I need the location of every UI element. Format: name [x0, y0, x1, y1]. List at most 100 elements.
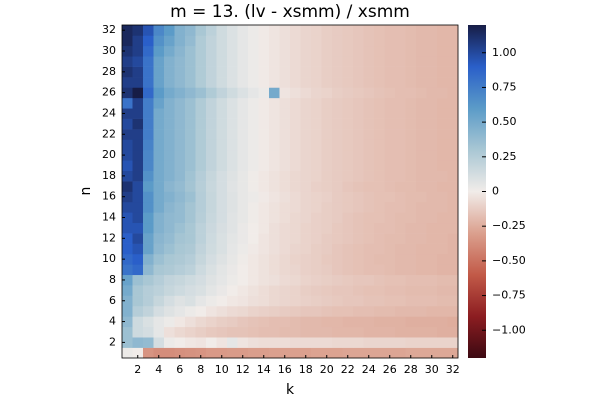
heatmap-cell [437, 201, 448, 213]
heatmap-cell [332, 326, 343, 338]
heatmap-cell [195, 274, 207, 286]
heatmap-cell [206, 253, 217, 265]
colorbar-tick-label: 0.25 [492, 150, 517, 163]
heatmap-cell [153, 97, 165, 109]
heatmap-cell [153, 87, 165, 99]
heatmap-cell [279, 295, 291, 307]
heatmap-cell [447, 274, 459, 286]
heatmap-cell [395, 77, 406, 88]
heatmap-cell [395, 243, 406, 255]
heatmap-cell [416, 295, 427, 307]
heatmap-cell [279, 212, 291, 224]
heatmap-cell [206, 274, 217, 286]
heatmap-cell [269, 25, 280, 36]
heatmap-cell [132, 191, 144, 203]
heatmap-cell [311, 305, 322, 317]
heatmap-cell [311, 295, 322, 307]
heatmap-cell [206, 212, 217, 224]
heatmap-cell [164, 191, 175, 203]
heatmap-cell [384, 243, 396, 255]
heatmap-cell [216, 337, 228, 348]
heatmap-cell [164, 66, 175, 78]
heatmap-cell [237, 25, 249, 36]
heatmap-cell [437, 181, 448, 192]
heatmap-cell [416, 264, 427, 276]
heatmap-cell [248, 35, 259, 47]
heatmap-cell [237, 129, 249, 140]
heatmap-cell [269, 285, 280, 296]
heatmap-cell [206, 108, 217, 119]
heatmap-cell [321, 129, 333, 140]
heatmap-cell [195, 181, 207, 192]
heatmap-cell [185, 149, 196, 161]
x-tick-label: 32 [446, 363, 460, 376]
heatmap-cell [395, 35, 406, 47]
heatmap-cell [185, 77, 196, 88]
heatmap-cell [321, 66, 333, 78]
heatmap-cell [363, 274, 375, 286]
heatmap-cell [227, 274, 238, 286]
heatmap-cell [153, 149, 165, 161]
heatmap-cell [290, 274, 301, 286]
heatmap-cell [174, 233, 186, 244]
heatmap-cell [426, 118, 438, 130]
heatmap-cell [132, 326, 144, 338]
colorbar-tick-label: 0 [492, 185, 499, 198]
heatmap-cell [185, 97, 196, 109]
heatmap-cell [237, 77, 249, 88]
heatmap-cell [311, 212, 322, 224]
heatmap-cell [132, 170, 144, 182]
heatmap-cell [143, 326, 154, 338]
heatmap-cell [363, 149, 375, 161]
heatmap-cell [342, 129, 354, 140]
heatmap-cell [353, 264, 364, 276]
heatmap-cell [437, 35, 448, 47]
heatmap-cell [206, 25, 217, 36]
heatmap-cell [374, 253, 385, 265]
heatmap-cell [206, 222, 217, 234]
heatmap-cell [321, 191, 333, 203]
heatmap-cell [269, 66, 280, 78]
heatmap-cell [437, 56, 448, 67]
heatmap-cell [143, 243, 154, 255]
heatmap-cell [437, 337, 448, 348]
x-tick-label: 20 [320, 363, 334, 376]
heatmap-cell [237, 56, 249, 67]
heatmap-cell [321, 337, 333, 348]
heatmap-cell [321, 347, 333, 359]
heatmap-cell [447, 118, 459, 130]
heatmap-cell [248, 285, 259, 296]
heatmap-cell [363, 56, 375, 67]
heatmap-cell [258, 253, 270, 265]
heatmap-cell [426, 295, 438, 307]
heatmap-cell [321, 326, 333, 338]
heatmap-cell [290, 264, 301, 276]
heatmap-cell [122, 87, 133, 99]
heatmap-cell [363, 160, 375, 171]
heatmap-cell [353, 25, 364, 36]
heatmap-cell [447, 35, 459, 47]
heatmap-cell [405, 108, 417, 119]
heatmap-cell [311, 243, 322, 255]
heatmap-cell [405, 87, 417, 99]
heatmap-cell [185, 170, 196, 182]
heatmap-cell [353, 108, 364, 119]
heatmap-cell [384, 66, 396, 78]
heatmap-cell [206, 160, 217, 171]
heatmap-cell [206, 326, 217, 338]
heatmap-cell [332, 87, 343, 99]
heatmap-cell [185, 160, 196, 171]
heatmap-cell [153, 347, 165, 359]
heatmap-cell [395, 170, 406, 182]
y-tick-label: 22 [102, 127, 116, 140]
heatmap-cell [174, 337, 186, 348]
heatmap-cell [195, 66, 207, 78]
heatmap-cell [342, 118, 354, 130]
heatmap-cell [174, 243, 186, 255]
heatmap-cell [206, 77, 217, 88]
heatmap-cell [206, 66, 217, 78]
heatmap-cell [447, 181, 459, 192]
heatmap-cell [437, 316, 448, 328]
heatmap-cell [269, 233, 280, 244]
heatmap-cell [300, 222, 312, 234]
